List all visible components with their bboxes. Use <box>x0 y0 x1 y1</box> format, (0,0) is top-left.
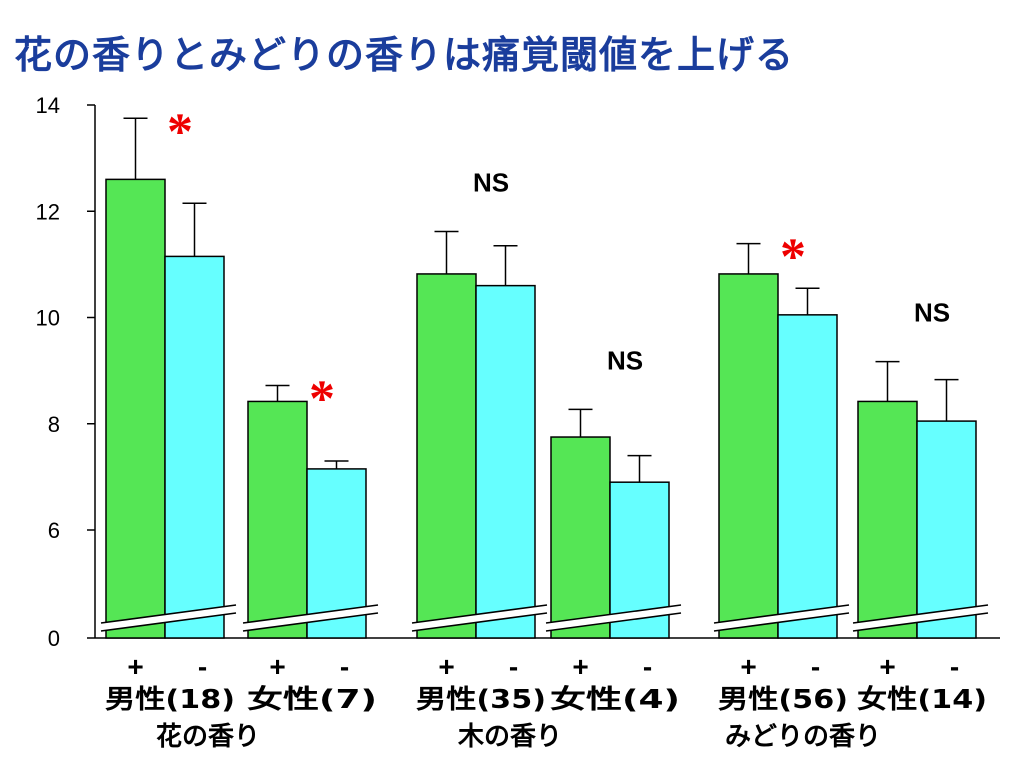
bar-sign-label: - <box>643 651 652 682</box>
y-tick-label: 8 <box>48 412 60 437</box>
bar-sign-label: - <box>950 651 959 682</box>
y-tick-label: 10 <box>36 306 60 331</box>
bar-sign-label: + <box>879 651 895 682</box>
page-title: 花の香りとみどりの香りは痛覚閾値を上げる <box>14 33 795 77</box>
bar-sign-label: + <box>740 651 756 682</box>
group-label: 木の香り <box>457 722 562 752</box>
bar-sign-label: + <box>438 651 454 682</box>
significance-ns: NS <box>473 167 509 197</box>
axis-break-line <box>242 612 379 632</box>
bar-sign-label: + <box>269 651 285 682</box>
group-label: 花の香り <box>156 722 260 752</box>
subgroup-label: 男性(56) <box>718 685 848 715</box>
bar-sign-label: - <box>509 651 518 682</box>
axis-break-gap <box>243 605 378 631</box>
y-tick-label: 0 <box>48 626 60 651</box>
axis-break-line <box>411 604 548 624</box>
axis-break-line <box>545 612 682 632</box>
bar-minus <box>777 314 838 639</box>
bar-minus <box>916 420 977 639</box>
subgroup-label: 女性(7) <box>247 684 377 715</box>
bar-plus <box>416 273 477 639</box>
significance-ns: NS <box>914 298 950 328</box>
axis-break-line <box>545 604 682 624</box>
bar-plus <box>247 400 308 639</box>
axis-break-line <box>100 604 237 624</box>
axis-break-line <box>713 612 850 632</box>
bar-plus <box>718 273 779 639</box>
y-tick-label: 14 <box>36 93 60 118</box>
axis-break-gap <box>546 605 681 631</box>
significance-star: * <box>309 371 335 428</box>
axis-break-line <box>852 612 989 632</box>
y-tick-label: 12 <box>36 199 60 224</box>
axis-break-gap <box>853 605 988 631</box>
axis-break-line <box>100 612 237 632</box>
subgroup-label: 女性(4) <box>550 684 680 715</box>
significance-star: * <box>167 103 193 160</box>
axis-break-line <box>852 604 989 624</box>
axis-break-gap <box>412 605 547 631</box>
axis-break-line <box>713 604 850 624</box>
significance-ns: NS <box>607 345 643 375</box>
subgroup-label: 女性(14) <box>857 684 987 715</box>
axis-break-gap <box>714 605 849 631</box>
bar-sign-label: - <box>340 651 349 682</box>
axis-break-line <box>411 612 548 632</box>
axis-break-line <box>242 604 379 624</box>
subgroup-label: 男性(35) <box>416 685 546 715</box>
bar-minus <box>475 284 536 639</box>
bar-plus <box>857 400 918 639</box>
significance-star: * <box>780 229 806 286</box>
bar-plus <box>105 178 166 639</box>
bar-sign-label: - <box>198 651 207 682</box>
bar-sign-label: + <box>572 651 588 682</box>
subgroup-label: 男性(18) <box>105 685 235 715</box>
bar-plus <box>550 436 611 639</box>
group-label: みどりの香り <box>725 722 881 752</box>
axis-break-gap <box>101 605 236 631</box>
bar-minus <box>164 255 225 639</box>
y-tick-label: 6 <box>48 518 60 543</box>
bar-sign-label: - <box>811 651 820 682</box>
bar-sign-label: + <box>127 651 143 682</box>
